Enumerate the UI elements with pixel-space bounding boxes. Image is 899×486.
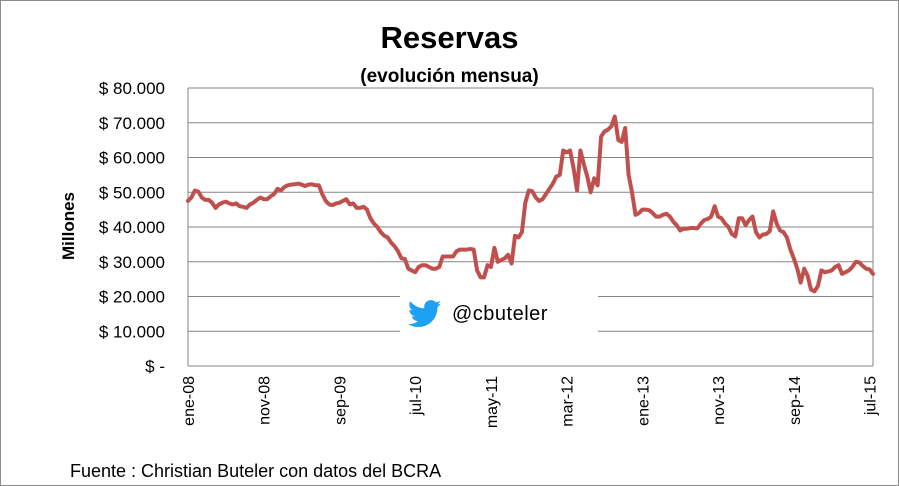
y-tick-label: $ 20.000 — [99, 288, 165, 307]
y-tick-label: $ - — [145, 357, 165, 376]
y-tick-label: $ 10.000 — [99, 322, 165, 341]
x-tick-label: jul-15 — [863, 376, 880, 416]
y-tick-label: $ 80.000 — [99, 79, 165, 98]
x-tick-label: ene-13 — [635, 376, 652, 426]
y-tick-label: $ 60.000 — [99, 149, 165, 168]
y-axis-label: Millones — [59, 192, 78, 260]
watermark: @cbuteler — [400, 296, 598, 332]
y-tick-label: $ 70.000 — [99, 114, 165, 133]
series-layer — [186, 114, 875, 294]
source-note: Fuente : Christian Buteler con datos del… — [70, 461, 442, 481]
x-tick-label: jul-10 — [408, 376, 425, 416]
y-tick-label: $ 40.000 — [99, 218, 165, 237]
x-tick-label: nov-13 — [711, 376, 728, 425]
gridlines — [187, 87, 874, 367]
x-tick-label: ene-08 — [181, 376, 198, 426]
chart-title: Reservas — [380, 20, 519, 55]
y-tick-label: $ 30.000 — [99, 253, 165, 272]
x-tick-label: sep-14 — [787, 376, 804, 425]
twitter-handle: @cbuteler — [452, 302, 548, 325]
x-axis-ticks: ene-08 nov-08 sep-09 jul-10 may-11 mar-12 ene-… — [181, 376, 880, 428]
y-tick-label: $ 50.000 — [99, 183, 165, 202]
chart-subtitle: (evolución mensua) — [360, 66, 539, 87]
x-tick-label: nov-08 — [257, 376, 274, 425]
x-tick-label: mar-12 — [560, 376, 577, 427]
twitter-bird-icon — [408, 300, 442, 328]
x-tick-label: sep-09 — [332, 376, 349, 425]
series-line-reservas — [186, 114, 875, 294]
y-axis-ticks: $ - $ 10.000 $ 20.000 $ 30.000 $ 40.000 $ 50.… — [99, 79, 165, 376]
x-tick-label: may-11 — [484, 376, 501, 428]
